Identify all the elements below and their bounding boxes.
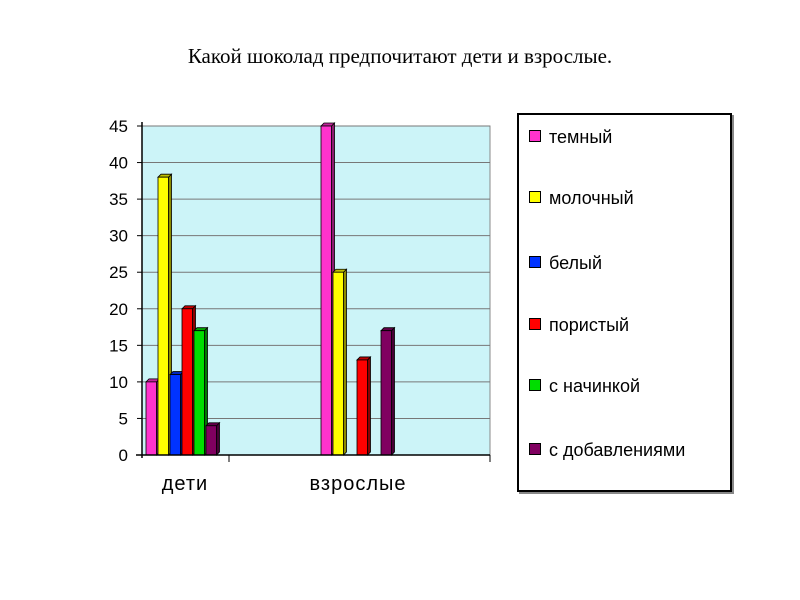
bar-top xyxy=(181,305,197,310)
y-tick-label: 5 xyxy=(119,409,128,428)
bar-front xyxy=(145,381,157,456)
y-tick-label: 25 xyxy=(109,263,128,282)
bar-side xyxy=(367,355,371,456)
bar-front xyxy=(205,425,217,456)
legend-label: молочный xyxy=(549,188,634,208)
y-tick-label: 30 xyxy=(109,227,128,246)
bar-дети-пористый xyxy=(181,304,197,456)
bar-top xyxy=(169,371,185,375)
legend-label: с начинкой xyxy=(549,376,641,396)
bar-top xyxy=(157,173,173,178)
y-tick-label: 45 xyxy=(109,117,128,136)
bar-front xyxy=(181,308,193,456)
legend-item: молочный xyxy=(529,186,729,210)
bar-front xyxy=(356,359,368,456)
bar-взрослые-молочный xyxy=(332,268,348,456)
y-tick-label: 20 xyxy=(109,300,128,319)
legend-item: с начинкой xyxy=(529,374,729,398)
bar-дети-с-начинкой xyxy=(193,326,209,456)
page-title: Какой шоколад предпочитают дети и взросл… xyxy=(187,44,613,68)
y-tick-label: 0 xyxy=(119,446,128,465)
y-tick-label: 15 xyxy=(109,336,128,355)
bar-top xyxy=(380,327,396,332)
bar-взрослые-темный xyxy=(320,122,336,456)
bar-дети-с-добавлениями xyxy=(205,421,221,456)
legend-swatch xyxy=(529,130,541,143)
bar-top xyxy=(332,268,348,273)
legend-label: пористый xyxy=(549,315,630,335)
x-tick-label: взрослые xyxy=(310,473,407,495)
legend-swatch xyxy=(529,443,541,456)
bar-top xyxy=(356,356,372,361)
x-tick-label: дети xyxy=(162,473,208,495)
bar-front xyxy=(193,330,205,456)
bar-side xyxy=(343,268,347,456)
bar-дети-молочный xyxy=(157,173,173,456)
bar-front xyxy=(157,176,169,456)
legend-label: темный xyxy=(549,127,613,147)
bar-side xyxy=(391,326,395,456)
y-axis-ticks: 0 5 10 15 20 25 30 35 40 45 xyxy=(109,117,142,465)
bar-дети-белый xyxy=(169,370,185,456)
bar-top xyxy=(320,122,336,127)
bar-front xyxy=(380,330,392,456)
bars xyxy=(145,122,396,456)
bar-front xyxy=(169,374,181,456)
bar-front xyxy=(320,125,332,456)
x-axis-labels: дети взрослые xyxy=(162,473,407,495)
legend-swatch xyxy=(529,191,541,204)
legend-label: белый xyxy=(549,253,603,273)
bar-top xyxy=(193,327,209,332)
y-tick-label: 40 xyxy=(109,154,128,173)
bar-top xyxy=(205,422,221,427)
bar-top xyxy=(145,378,161,383)
bar-side xyxy=(216,421,220,456)
bar-взрослые-с-добавлениями xyxy=(380,326,396,456)
y-tick-label: 10 xyxy=(109,373,128,392)
bar-дети-темный xyxy=(145,377,161,456)
legend-item: темный xyxy=(529,125,729,149)
legend-label: с добавлениями xyxy=(549,440,686,460)
legend-item: белый xyxy=(529,251,729,275)
legend-swatch xyxy=(529,256,541,269)
legend-swatch xyxy=(529,318,541,331)
legend-swatch xyxy=(529,379,541,392)
legend-item: пористый xyxy=(529,313,729,337)
y-tick-label: 35 xyxy=(109,190,128,209)
bar-front xyxy=(332,271,344,456)
bar-взрослые-пористый xyxy=(356,355,372,456)
legend-item: с добавлениями xyxy=(529,438,729,462)
chart-legend: темный молочный белый пористый с начинкой с д… xyxy=(517,113,732,492)
